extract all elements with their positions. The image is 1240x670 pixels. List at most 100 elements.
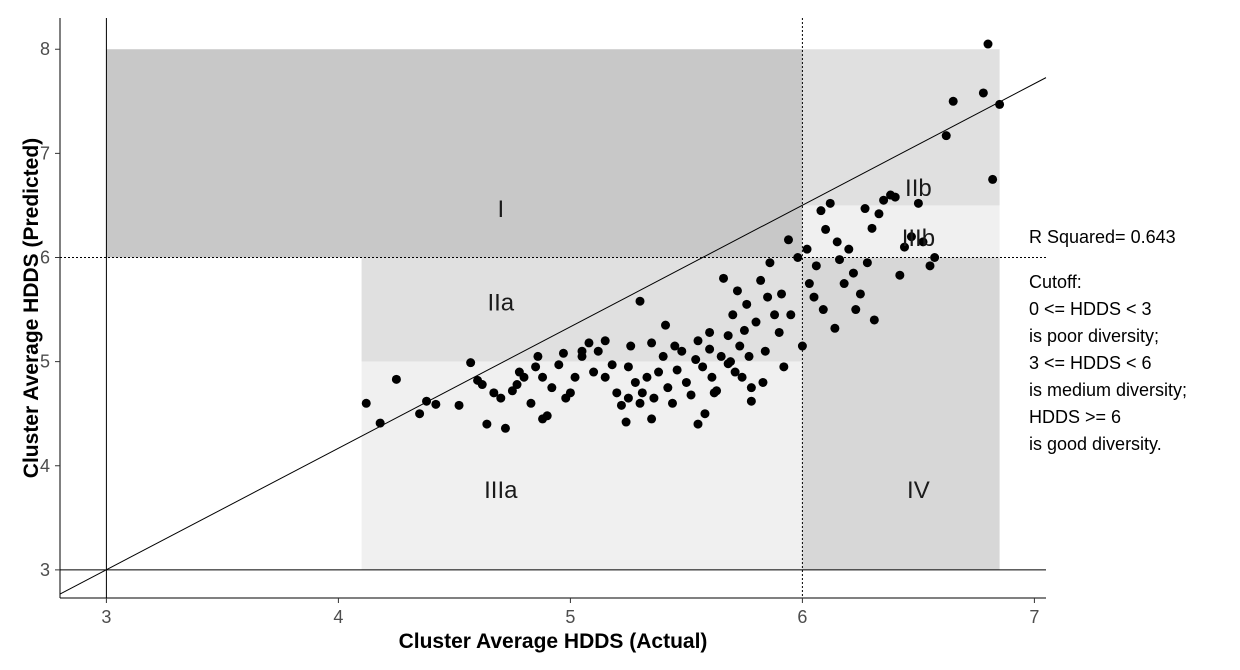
data-point — [774, 327, 784, 337]
data-point — [431, 399, 441, 409]
data-point — [561, 393, 571, 403]
y-tick-label: 5 — [40, 352, 50, 372]
region-iv — [802, 257, 1000, 570]
data-point — [700, 409, 710, 419]
data-point — [821, 224, 831, 234]
data-point — [855, 289, 865, 299]
data-point — [930, 252, 940, 262]
data-point — [941, 131, 951, 141]
region-iia — [361, 257, 803, 362]
data-point — [681, 377, 691, 387]
y-tick-label: 6 — [40, 247, 50, 267]
data-point — [661, 320, 671, 330]
data-point — [728, 310, 738, 320]
data-point — [830, 323, 840, 333]
data-point — [751, 317, 761, 327]
data-point — [804, 279, 814, 289]
data-point — [705, 344, 715, 354]
data-point — [672, 365, 682, 375]
data-point — [693, 336, 703, 346]
data-point — [874, 209, 884, 219]
data-point — [978, 88, 988, 98]
y-tick-label: 4 — [40, 456, 50, 476]
data-point — [809, 292, 819, 302]
data-point — [361, 398, 371, 408]
data-point — [760, 346, 770, 356]
cutoff-line: is good diversity. — [1029, 434, 1162, 454]
data-point — [786, 310, 796, 320]
data-point — [783, 235, 793, 245]
fit-line — [59, 77, 1047, 595]
data-point — [630, 377, 640, 387]
data-point — [879, 195, 889, 205]
y-tick-label: 7 — [40, 143, 50, 163]
data-point — [375, 418, 385, 428]
data-point — [635, 398, 645, 408]
data-point — [626, 341, 636, 351]
data-point — [670, 341, 680, 351]
data-point — [693, 419, 703, 429]
spacer — [1029, 251, 1187, 269]
data-point — [705, 327, 715, 337]
data-point — [895, 270, 905, 280]
region-label: I — [497, 196, 504, 223]
data-point — [742, 299, 752, 309]
data-point — [531, 362, 541, 372]
data-point — [663, 383, 673, 393]
data-point — [851, 305, 861, 315]
regression-line — [59, 77, 1047, 595]
x-tick-label: 6 — [797, 607, 807, 627]
data-point — [623, 362, 633, 372]
data-point — [589, 367, 599, 377]
data-point — [623, 393, 633, 403]
data-point — [995, 99, 1005, 109]
data-point — [600, 336, 610, 346]
y-tick-label: 8 — [40, 39, 50, 59]
annotation-panel: R Squared= 0.643 Cutoff: 0 <= HDDS < 3 i… — [1029, 224, 1187, 458]
data-point — [477, 380, 487, 390]
data-point — [612, 388, 622, 398]
data-point — [860, 204, 870, 214]
y-tick-label: 3 — [40, 560, 50, 580]
data-point — [698, 362, 708, 372]
data-point — [547, 383, 557, 393]
data-point — [719, 273, 729, 283]
data-point — [616, 400, 626, 410]
data-point — [825, 198, 835, 208]
data-point — [723, 331, 733, 341]
data-point — [637, 388, 647, 398]
data-point — [607, 360, 617, 370]
data-point — [723, 359, 733, 369]
data-point — [454, 400, 464, 410]
data-point — [466, 358, 476, 368]
data-point — [948, 96, 958, 106]
data-point — [512, 380, 522, 390]
data-point — [862, 258, 872, 268]
data-point — [554, 360, 564, 370]
data-point — [746, 396, 756, 406]
data-point — [635, 296, 645, 306]
data-point — [758, 377, 768, 387]
data-point — [658, 351, 668, 361]
x-axis-title: Cluster Average HDDS (Actual) — [399, 630, 708, 653]
data-point — [577, 346, 587, 356]
data-point — [839, 279, 849, 289]
data-point — [649, 393, 659, 403]
data-point — [519, 372, 529, 382]
x-tick-label: 5 — [565, 607, 575, 627]
data-point — [802, 244, 812, 254]
x-tick-label: 4 — [333, 607, 343, 627]
cutoff-line: 0 <= HDDS < 3 — [1029, 299, 1152, 319]
data-point — [500, 423, 510, 433]
data-point — [642, 372, 652, 382]
axes: 3 4 5 6 7 3 4 5 6 7 8 — [40, 18, 1046, 627]
data-point — [737, 372, 747, 382]
data-point — [654, 367, 664, 377]
region-i — [106, 49, 803, 258]
data-point — [570, 372, 580, 382]
data-point — [777, 289, 787, 299]
data-point — [667, 398, 677, 408]
cutoff-line: is poor diversity; — [1029, 326, 1160, 346]
data-point — [533, 351, 543, 361]
